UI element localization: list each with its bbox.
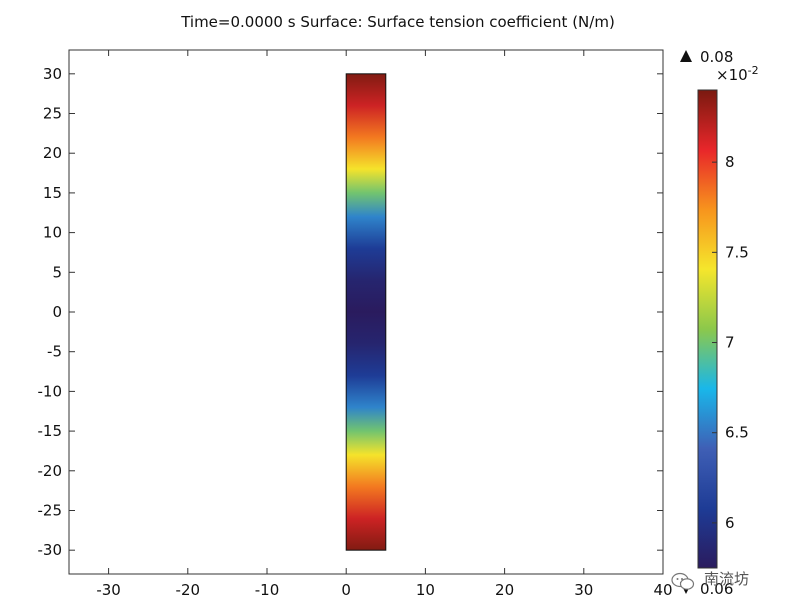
x-tick-label: 20	[495, 581, 514, 599]
colorbar-exponent: ×10-2	[716, 64, 759, 84]
x-tick-label: 10	[416, 581, 435, 599]
watermark: 南流坊	[671, 570, 749, 590]
wechat-icon	[671, 572, 695, 590]
max-marker-up-triangle-icon	[680, 50, 692, 62]
colorbar-min-label: 0.06	[700, 580, 733, 598]
y-tick-label: 30	[43, 65, 62, 83]
y-tick-label: -30	[38, 541, 63, 559]
chart-title: Time=0.0000 s Surface: Surface tension c…	[180, 13, 615, 31]
y-tick-label: 15	[43, 184, 62, 202]
y-tick-label: 25	[43, 105, 62, 123]
colorbar-tick-label: 7	[725, 334, 735, 352]
colorbar-ticks: 8 7.5 7 6.5 6	[712, 153, 749, 532]
x-tick-label: -20	[176, 581, 201, 599]
colorbar-strip	[697, 89, 718, 569]
y-tick-label: 5	[52, 263, 62, 281]
colorbar-exponent-power: -2	[748, 64, 759, 77]
x-tick-label: -10	[255, 581, 280, 599]
y-tick-label: -5	[47, 343, 62, 361]
colorbar-tick-label: 8	[725, 153, 735, 171]
y-tick-label: 10	[43, 224, 62, 242]
x-tick-label: 30	[574, 581, 593, 599]
y-tick-label: 0	[52, 303, 62, 321]
colorbar-tick-label: 6.5	[725, 424, 749, 442]
colorbar-tick-label: 6	[725, 514, 735, 532]
x-tick-label: 40	[653, 581, 672, 599]
colorbar: 0.08 ×10-2 8 7.5 7 6.5 6 0.06	[680, 48, 759, 598]
colorbar-max-label: 0.08	[700, 48, 733, 66]
y-tick-label: -10	[38, 382, 63, 400]
y-axis-ticks: 30 25 20 15 10 5 0 -5 -10 -15 -20 -25 -30	[38, 65, 663, 559]
y-tick-label: -20	[38, 462, 63, 480]
y-tick-label: -15	[38, 422, 63, 440]
surface-domain	[345, 73, 387, 551]
y-tick-label: 20	[43, 144, 62, 162]
colorbar-tick-label: 7.5	[725, 243, 749, 261]
x-axis-ticks: -30 -20 -10 0 10 20 30 40	[96, 50, 673, 599]
x-tick-label: -30	[96, 581, 121, 599]
watermark-text: 南流坊	[704, 570, 749, 588]
y-tick-label: -25	[38, 501, 63, 519]
x-tick-label: 0	[341, 581, 351, 599]
